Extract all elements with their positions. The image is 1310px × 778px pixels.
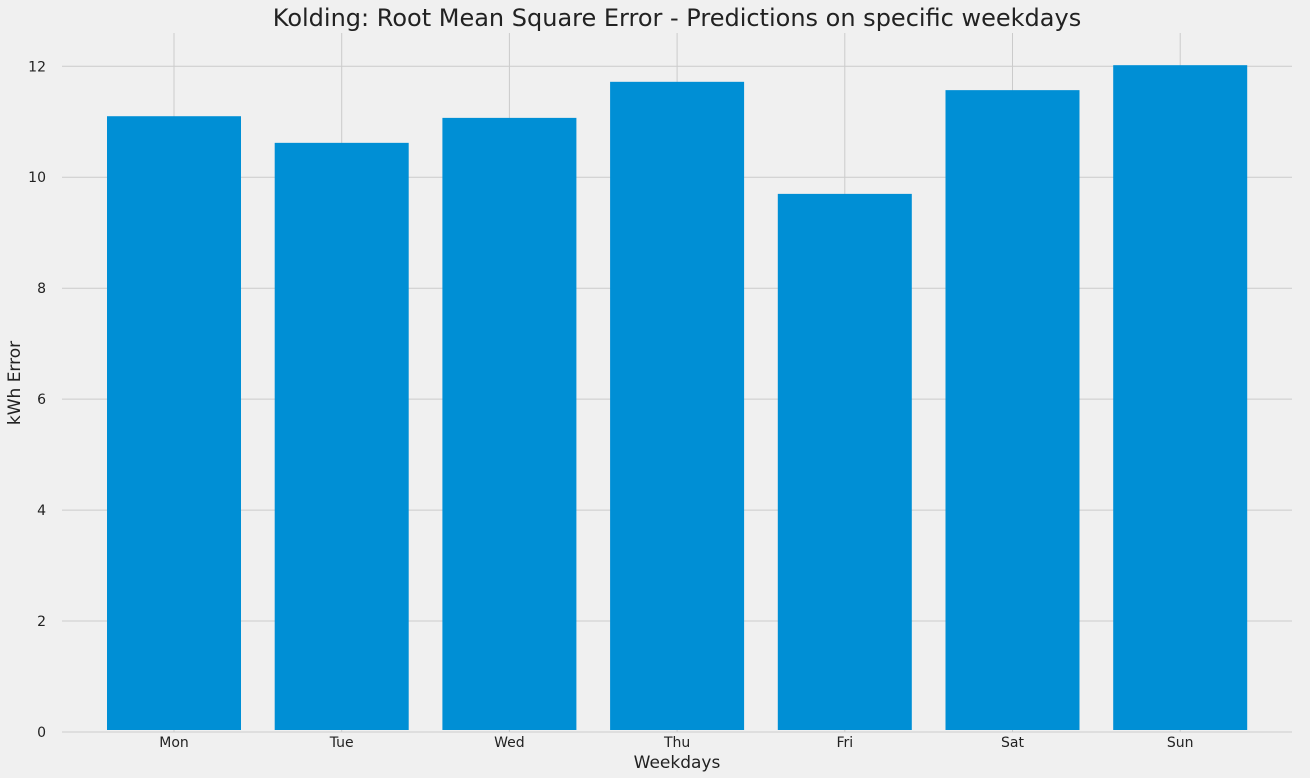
y-axis-label: kWh Error [5,341,25,425]
chart-title: Kolding: Root Mean Square Error - Predic… [273,4,1081,32]
y-tick-label: 12 [28,59,46,75]
bars [107,65,1248,731]
x-axis-label: Weekdays [634,753,721,773]
y-tick-label: 6 [37,392,46,408]
bar-mon [107,116,241,730]
x-tick-label-sat: Sat [1001,735,1024,751]
x-tick-label-wed: Wed [494,735,525,751]
bar-wed [442,117,577,731]
y-tick-labels: 0 2 4 6 8 10 12 [28,59,46,741]
y-tick-label: 4 [37,503,46,519]
x-tick-label-thu: Thu [663,735,690,751]
y-tick-label: 2 [37,614,46,630]
x-tick-label-mon: Mon [159,735,189,751]
y-tick-label: 8 [37,281,46,297]
x-tick-label-sun: Sun [1167,735,1194,751]
bar-sat [945,90,1080,730]
bar-tue [274,142,409,731]
y-tick-label: 10 [28,170,46,186]
bar-sun [1113,65,1248,730]
x-tick-label-tue: Tue [329,735,354,751]
bar-thu [610,81,745,731]
y-tick-label: 0 [37,725,46,741]
x-tick-label-fri: Fri [836,735,853,751]
x-tick-labels: Mon Tue Wed Thu Fri Sat Sun [159,735,1193,751]
bar-fri [777,193,912,730]
